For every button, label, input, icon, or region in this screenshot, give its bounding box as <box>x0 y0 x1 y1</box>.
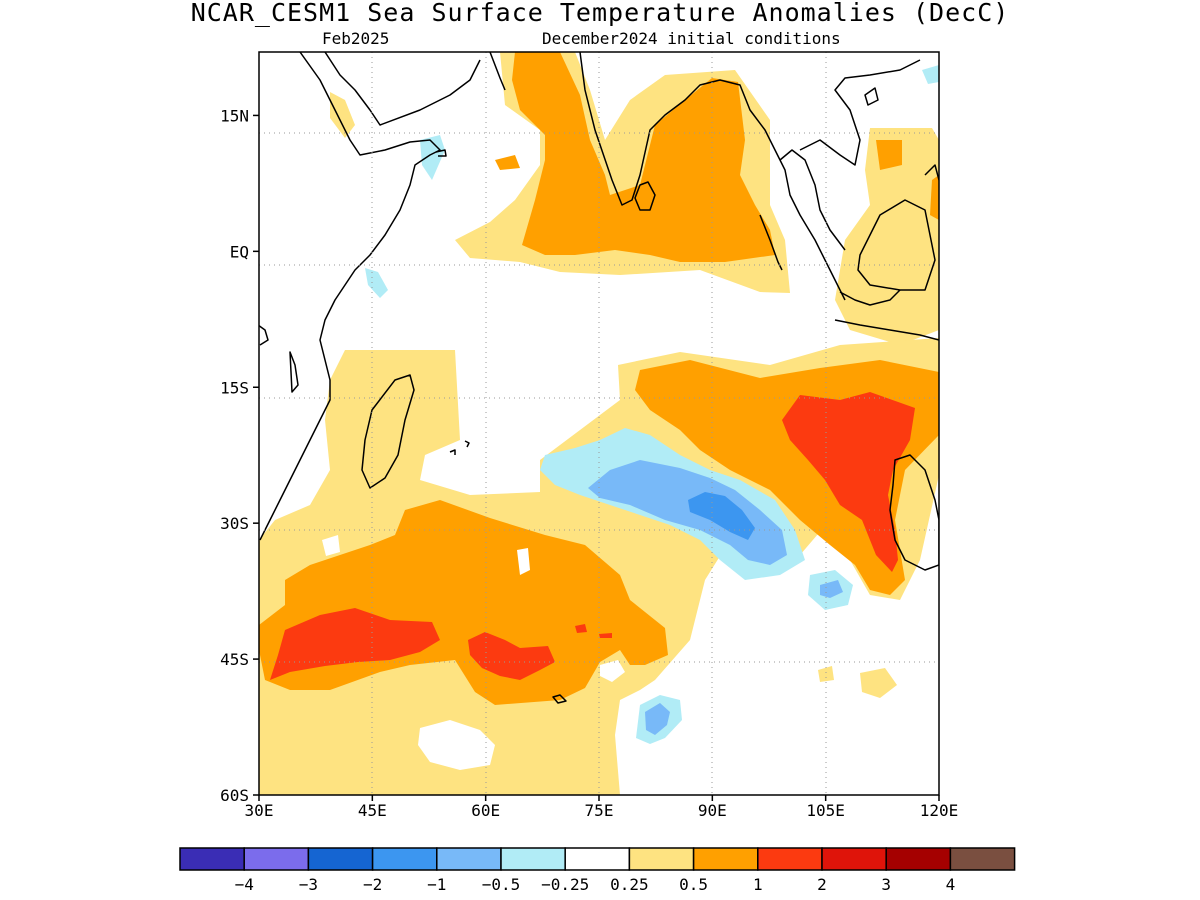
colorbar-swatch <box>179 847 245 871</box>
colorbar-label: 1 <box>753 875 763 894</box>
initial-conditions-label: December2024 initial conditions <box>542 29 841 48</box>
anomaly-band-neg1-neg2 <box>688 492 755 540</box>
colorbar-label: −0.5 <box>482 875 521 894</box>
colorbar-label: −3 <box>299 875 318 894</box>
lon-tick-label: 75E <box>585 801 614 820</box>
colorbar-swatch <box>692 847 759 871</box>
colorbar-swatch <box>821 847 887 871</box>
colorbar-swatch <box>885 847 952 871</box>
colorbar-label: −0.25 <box>541 875 589 894</box>
colorbar-swatch <box>757 847 823 871</box>
coastlines <box>259 52 939 704</box>
near-zero-patches <box>322 535 625 770</box>
colorbar-label: 0.5 <box>679 875 708 894</box>
colorbar-label: 3 <box>881 875 891 894</box>
colorbar-swatch <box>436 847 502 871</box>
lon-tick-label: 90E <box>698 801 727 820</box>
colorbar-label: 2 <box>817 875 827 894</box>
colorbar: −4 −3 −2 −1 −0.5 −0.25 0.25 0.5 1 2 3 4 <box>179 847 1016 894</box>
lat-tick-label: 15S <box>220 378 249 397</box>
colorbar-label: 4 <box>946 875 956 894</box>
lat-tick-label: 60S <box>220 786 249 805</box>
colorbar-swatch <box>500 847 566 871</box>
lon-tick-label: 120E <box>920 801 959 820</box>
lat-tick-label: EQ <box>230 242 249 261</box>
lat-tick-label: 45S <box>220 650 249 669</box>
colorbar-label: 0.25 <box>610 875 649 894</box>
colorbar-label: −1 <box>427 875 446 894</box>
lon-tick-label: 30E <box>245 801 274 820</box>
colorbar-label: −4 <box>235 875 254 894</box>
colorbar-swatch <box>628 847 695 871</box>
colorbar-swatch <box>243 847 310 871</box>
colorbar-swatch <box>371 847 438 871</box>
anomaly-band-neg0.5-neg1 <box>588 460 843 735</box>
anomaly-field <box>259 52 939 795</box>
lon-tick-label: 105E <box>806 801 845 820</box>
colorbar-swatch <box>564 847 631 871</box>
colorbar-swatch <box>949 847 1016 871</box>
anomaly-band-1-2 <box>270 392 915 680</box>
lat-tick-label: 30S <box>220 514 249 533</box>
colorbar-swatch <box>307 847 374 871</box>
lon-tick-label: 45E <box>358 801 387 820</box>
lat-tick-label: 15N <box>220 106 249 125</box>
gridlines <box>259 52 939 795</box>
longitude-axis: 30E 45E 60E 75E 90E 105E 120E <box>245 795 959 820</box>
lon-tick-label: 60E <box>471 801 500 820</box>
forecast-month-label: Feb2025 <box>322 29 390 48</box>
colorbar-label: −2 <box>363 875 382 894</box>
latitude-axis: 15N EQ 15S 30S 45S 60S <box>220 106 259 805</box>
map-title: NCAR_CESM1 Sea Surface Temperature Anoma… <box>190 0 1010 27</box>
